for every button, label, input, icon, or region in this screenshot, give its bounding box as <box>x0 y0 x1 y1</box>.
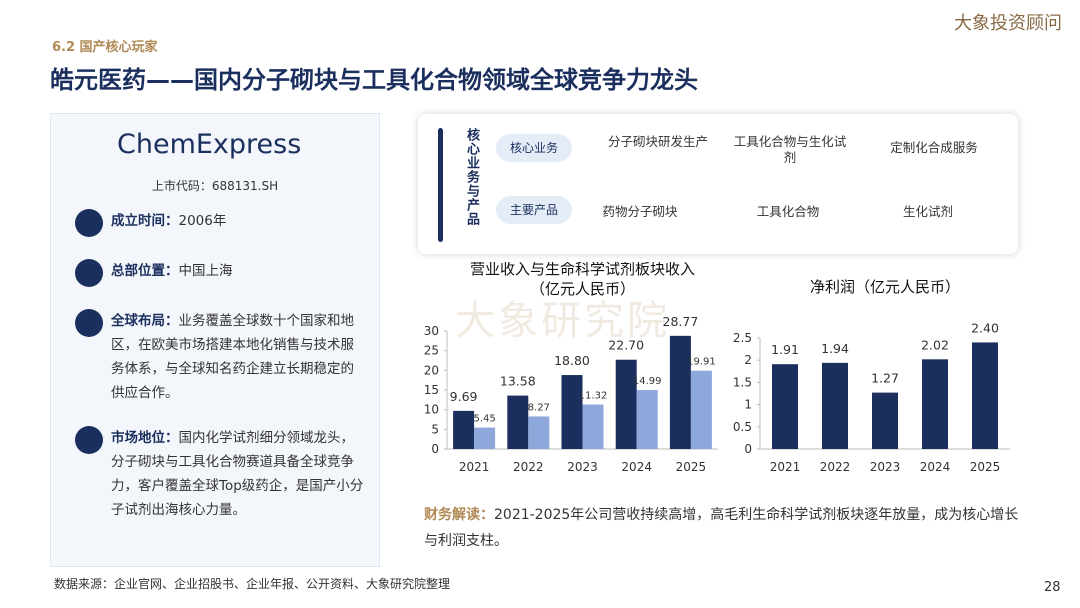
value-label: 19.91 <box>687 357 716 368</box>
y-tick-label: 30 <box>424 324 439 338</box>
bar <box>669 335 691 449</box>
x-tick-label: 2024 <box>621 460 652 474</box>
x-tick-label: 2022 <box>513 460 544 474</box>
bar <box>561 375 583 449</box>
source: 数据来源：企业官网、企业招股书、企业年报、公开资料、大象研究院整理 <box>54 577 451 591</box>
icon <box>75 309 103 337</box>
bar <box>582 404 604 449</box>
value-label: 28.77 <box>663 314 699 329</box>
bar <box>872 392 898 449</box>
section: 6.2 国产核心玩家 <box>52 40 158 55</box>
value-label: 11.32 <box>579 390 608 401</box>
analysis: 财务解读：2021-2025年公司营收持续高增，高毛利生命科学试剂板块逐年放量，… <box>424 502 1024 554</box>
row-label: 核心业务 <box>496 134 572 162</box>
profile-item: 总部位置：中国上海 <box>75 259 367 287</box>
x-tick-label: 2025 <box>676 460 707 474</box>
accent-bar <box>438 128 443 242</box>
business-box: 核心业务与产品 核心业务 分子砌块研发生产 工具化合物与生化试剂 定制化合成服务… <box>418 114 1018 254</box>
value-label: 18.80 <box>554 353 590 368</box>
chart: 净利润（亿元人民币） 0 0.5 1 1.5 2 2.5 2021 1.91 2022 1.94 20… <box>733 278 1010 474</box>
x-tick-label: 2021 <box>770 460 801 474</box>
x-tick-label: 2023 <box>567 460 598 474</box>
y-tick-label: 1 <box>744 398 752 412</box>
icon <box>75 209 103 237</box>
value-label: 1.91 <box>771 342 799 357</box>
x-tick-label: 2021 <box>459 460 490 474</box>
product-item: 工具化合物 <box>756 204 820 219</box>
item-text: 业务覆盖全球数十个国家和地区，在欧美市场搭建本地化销售与技术服务体系，与全球知名… <box>111 313 354 401</box>
brand: 大象投资顾问 <box>954 13 1062 34</box>
profile-item: 成立时间：2006年 <box>75 209 367 237</box>
item-text: 中国上海 <box>178 263 233 279</box>
business-item: 分子砌块研发生产 <box>607 134 708 149</box>
chart-title: 净利润（亿元人民币） <box>810 278 960 296</box>
bar <box>690 370 712 449</box>
value-label: 2.40 <box>971 320 999 335</box>
value-label: 8.27 <box>528 402 550 413</box>
bar <box>474 427 496 449</box>
profile-item: 全球布局：业务覆盖全球数十个国家和地区，在欧美市场搭建本地化销售与技术服务体系，… <box>75 309 367 405</box>
value-label: 1.27 <box>871 371 899 386</box>
bar <box>972 342 998 449</box>
chart-title: （亿元人民币） <box>530 280 635 298</box>
y-tick-label: 0.5 <box>733 420 752 434</box>
watermark: 大象研究院 <box>455 298 670 344</box>
y-tick-label: 0 <box>744 442 752 456</box>
title: 皓元医药——国内分子砌块与工具化合物领域全球竞争力龙头 <box>50 66 698 94</box>
y-tick-label: 15 <box>424 383 439 397</box>
value-label: 14.99 <box>633 376 662 387</box>
y-tick-label: 2 <box>744 353 752 367</box>
value-label: 9.69 <box>450 389 478 404</box>
x-tick-label: 2024 <box>920 460 951 474</box>
logo: ChemExpress <box>117 129 302 160</box>
bar <box>453 410 475 449</box>
x-tick-label: 2025 <box>970 460 1001 474</box>
product-item: 生化试剂 <box>902 204 953 219</box>
y-tick-label: 2.5 <box>733 331 752 345</box>
icon <box>75 426 103 454</box>
y-tick-label: 20 <box>424 363 439 377</box>
value-label: 5.45 <box>473 414 495 425</box>
item-label: 成立时间： <box>111 213 179 229</box>
chart-title: 营业收入与生命科学试剂板块收入 <box>470 262 695 278</box>
bar <box>772 364 798 449</box>
bar <box>615 359 637 449</box>
y-tick-label: 5 <box>431 422 439 436</box>
x-tick-label: 2023 <box>870 460 901 474</box>
analysis-text: 2021-2025年公司营收持续高增，高毛利生命科学试剂板块逐年放量，成为核心增… <box>424 507 1019 549</box>
item-label: 全球布局： <box>111 313 179 329</box>
value-label: 13.58 <box>500 374 536 389</box>
product-item: 药物分子砌块 <box>602 204 678 219</box>
bar <box>922 359 948 449</box>
bar <box>507 395 529 449</box>
analysis-label: 财务解读： <box>424 507 494 523</box>
business-heading: 核心业务与产品 <box>464 128 479 226</box>
item-text: 国内化学试剂细分领域龙头，分子砌块与工具化合物赛道具备全球竞争力，客户覆盖全球T… <box>111 430 364 518</box>
bar <box>636 390 658 449</box>
profile-item: 市场地位：国内化学试剂细分领域龙头，分子砌块与工具化合物赛道具备全球竞争力，客户… <box>75 426 367 522</box>
value-label: 2.02 <box>921 337 949 352</box>
profile-card: ChemExpress 上市代码：688131.SH 成立时间：2006年 总部… <box>50 113 380 567</box>
bar <box>822 362 848 449</box>
business-item: 工具化合物与生化试剂 <box>733 134 847 165</box>
x-tick-label: 2022 <box>820 460 851 474</box>
stock-code: 上市代码：688131.SH <box>151 179 279 193</box>
business-item: 定制化合成服务 <box>890 140 978 155</box>
page-number: 28 <box>1044 580 1061 595</box>
bar <box>528 416 550 449</box>
item-text: 2006年 <box>178 213 227 229</box>
y-tick-label: 10 <box>424 403 439 417</box>
value-label: 22.70 <box>608 338 644 353</box>
row-label: 主要产品 <box>496 196 572 224</box>
y-tick-label: 1.5 <box>733 375 752 389</box>
y-tick-label: 25 <box>424 344 439 358</box>
item-label: 总部位置： <box>111 263 179 279</box>
item-label: 市场地位： <box>111 430 179 446</box>
chart: 营业收入与生命科学试剂板块收入（亿元人民币）05101520253020219.… <box>424 262 718 474</box>
value-label: 1.94 <box>821 341 849 356</box>
icon <box>75 259 103 287</box>
y-tick-label: 0 <box>431 442 439 456</box>
